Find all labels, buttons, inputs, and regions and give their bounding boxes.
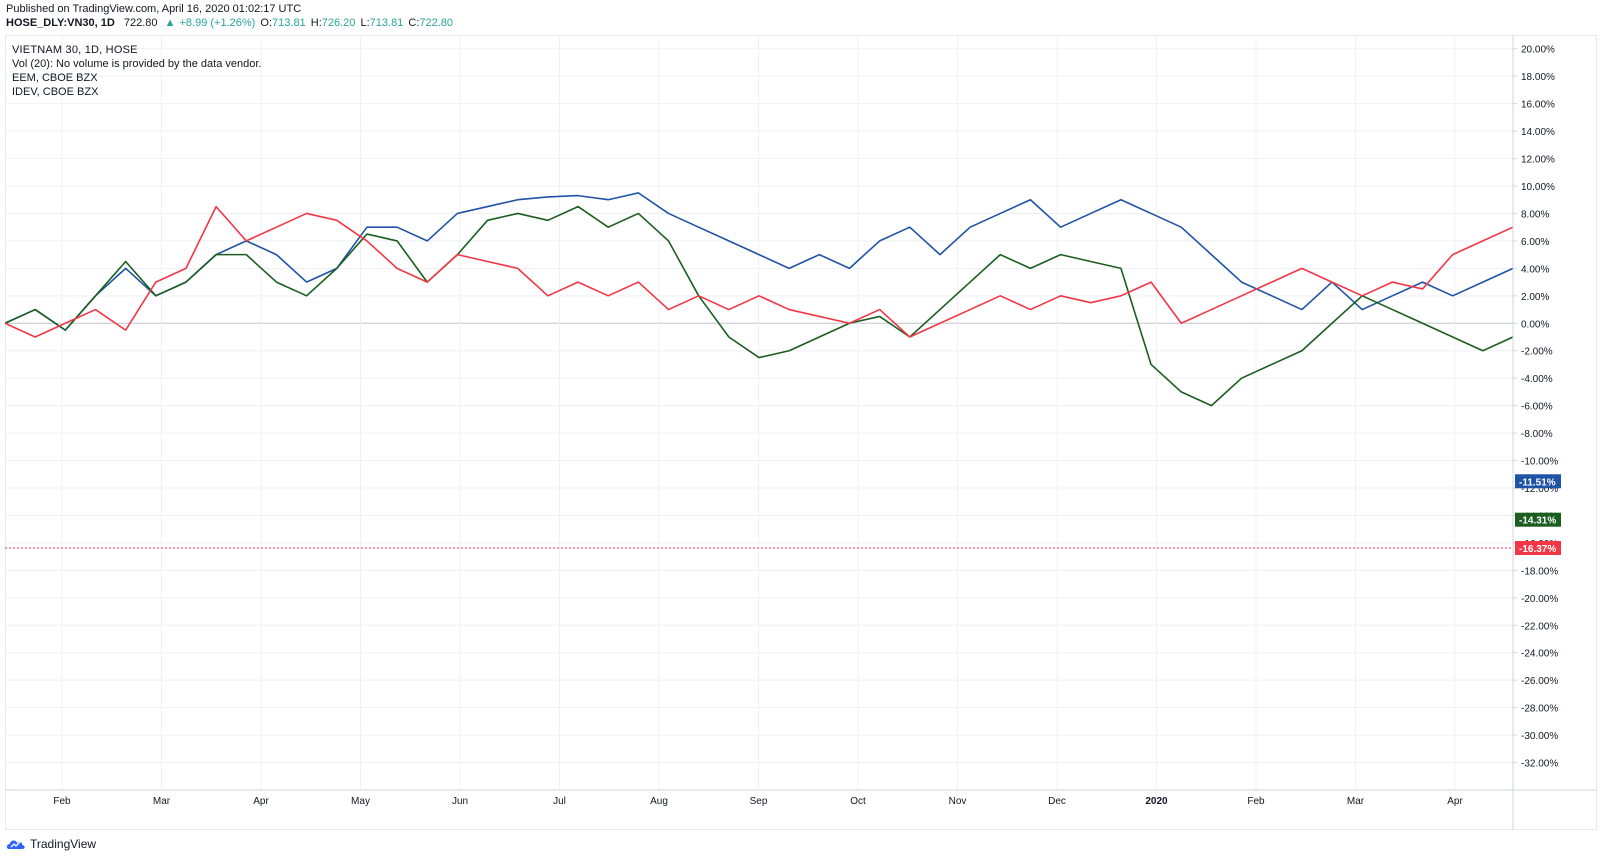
y-tick-label: 18.00% [1521, 72, 1555, 83]
y-tick-label: -28.00% [1521, 704, 1558, 715]
chart-svg[interactable]: 20.00% 18.00% 16.00% 14.00% 12.00% 10.00% 8.00… [4, 34, 1598, 831]
y-tick-label: -2.00% [1521, 347, 1553, 358]
symbol-label: HOSE_DLY:VN30, 1D [6, 17, 115, 29]
y-tick-label: -8.00% [1521, 429, 1553, 440]
y-tick-label: -4.00% [1521, 374, 1553, 385]
y-tick-label: 2.00% [1521, 292, 1549, 303]
close-value: 722.80 [419, 17, 454, 29]
x-tick-label: Mar [153, 796, 171, 807]
last-value-badge-idev [1515, 512, 1561, 527]
y-tick-label: -12.00% [1521, 484, 1558, 495]
low-label: L: [360, 17, 370, 29]
series-line-eem[interactable] [4, 192, 1514, 331]
change-value: +8.99 (+1.26%) [179, 17, 256, 29]
x-tick-label: Apr [1447, 796, 1463, 807]
tradingview-brand[interactable]: TradingView [6, 837, 96, 851]
x-tick-label: Mar [1347, 796, 1365, 807]
x-tick-label: Aug [650, 796, 668, 807]
x-tick-label: Feb [53, 796, 71, 807]
y-tick-label: -6.00% [1521, 402, 1553, 413]
x-axis[interactable]: Feb Mar Apr May Jun Jul Aug Sep Oct Nov Dec 2020 Feb… [5, 789, 1597, 807]
ohlc-bar: HOSE_DLY:VN30, 1D 722.80 ▲ +8.99 (+1.26%)… [6, 17, 453, 29]
last-price: 722.80 [123, 17, 158, 29]
vertical-grid [61, 35, 1456, 790]
chart-border [4, 34, 1598, 831]
x-tick-label: May [351, 796, 370, 807]
y-tick-label: 8.00% [1521, 209, 1549, 220]
y-tick-label: -20.00% [1521, 594, 1558, 605]
y-tick-label: 10.00% [1521, 182, 1555, 193]
brand-name: TradingView [30, 837, 97, 851]
legend-main-series[interactable]: VIETNAM 30, 1D, HOSE [12, 44, 138, 56]
x-tick-label: Nov [949, 796, 967, 807]
last-value-text-idev: -14.31% [1519, 516, 1556, 527]
x-tick-label: Oct [850, 796, 866, 807]
legend-volume[interactable]: Vol (20): No volume is provided by the d… [12, 58, 262, 70]
open-value: 713.81 [272, 17, 306, 29]
x-tick-label: Apr [253, 796, 269, 807]
y-tick-label: -22.00% [1521, 621, 1558, 632]
x-tick-label: Jun [452, 796, 468, 807]
published-caption: Published on TradingView.com, April 16, … [6, 3, 302, 15]
y-tick-label: 0.00% [1521, 319, 1549, 330]
y-tick-label: 12.00% [1521, 155, 1555, 166]
tradingview-cloud-icon [6, 840, 25, 849]
legend-eem[interactable]: EEM, CBOE BZX [12, 72, 98, 84]
y-tick-label: -26.00% [1521, 676, 1558, 687]
low-value: 713.81 [369, 17, 404, 29]
y-tick-label: 6.00% [1521, 237, 1549, 248]
legend-idev[interactable]: IDEV, CBOE BZX [12, 86, 99, 98]
x-tick-label: Dec [1048, 796, 1066, 807]
chart-legend: VIETNAM 30, 1D, HOSE Vol (20): No volume… [12, 43, 261, 99]
series-line-idev[interactable] [4, 205, 1514, 407]
high-value: 726.20 [321, 17, 356, 29]
close-label: C: [408, 17, 420, 29]
last-value-text-eem: -11.51% [1519, 477, 1556, 488]
y-tick-label: 16.00% [1521, 100, 1555, 111]
y-tick-label: 4.00% [1521, 264, 1549, 275]
y-tick-label: -30.00% [1521, 731, 1558, 742]
y-tick-label: 20.00% [1521, 45, 1555, 56]
y-tick-label: -32.00% [1521, 759, 1558, 770]
x-tick-label: Feb [1247, 796, 1265, 807]
last-value-badge-vn30 [1515, 540, 1561, 555]
high-label: H: [310, 17, 322, 29]
last-value-labels: -11.51% -14.31% -16.37% [5, 474, 1561, 555]
y-tick-label: -18.00% [1521, 566, 1558, 577]
y-tick-label: 14.00% [1521, 127, 1555, 138]
y-tick-label: -10.00% [1521, 457, 1558, 468]
last-value-badge-eem [1515, 474, 1561, 489]
change-arrow-icon: ▲ [164, 17, 176, 29]
last-value-text-vn30: -16.37% [1519, 544, 1556, 555]
x-tick-label: Jul [553, 796, 566, 807]
open-label: O: [260, 17, 273, 29]
chart-area[interactable]: 20.00% 18.00% 16.00% 14.00% 12.00% 10.00% 8.00… [4, 34, 1598, 831]
x-tick-label: Sep [750, 796, 768, 807]
x-tick-label: 2020 [1145, 796, 1168, 807]
series-line-vn30[interactable] [4, 205, 1514, 338]
y-tick-label: -24.00% [1521, 649, 1558, 660]
series-layer [4, 192, 1514, 407]
